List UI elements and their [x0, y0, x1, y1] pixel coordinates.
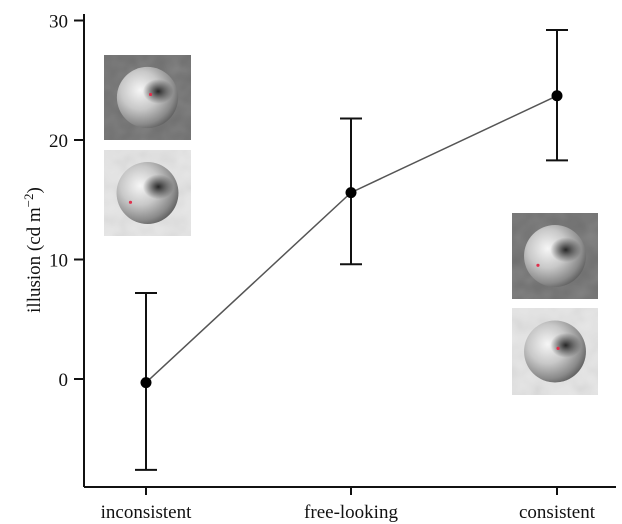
stimulus-insets [104, 55, 598, 395]
y-ticks: 0 10 20 30 [49, 12, 84, 391]
data-point [140, 377, 152, 389]
inset-shadow [142, 174, 174, 200]
y-tick-label: 0 [59, 370, 69, 391]
y-tick-label: 10 [49, 251, 68, 272]
inset-shadow [142, 79, 174, 104]
inset-consistent-dark-bg-icon [512, 213, 598, 299]
x-tick-label: free-looking [304, 502, 398, 523]
fixation-dot [128, 200, 133, 204]
y-tick-label: 20 [49, 131, 68, 152]
inset-inconsistent-dark-bg-icon [104, 55, 191, 140]
inset-inconsistent-light-bg-icon [104, 150, 191, 236]
y-tick-label: 30 [49, 12, 68, 33]
x-tick-label: inconsistent [101, 502, 192, 523]
fixation-dot [148, 92, 153, 97]
data-points [140, 90, 563, 389]
inset-shadow [550, 237, 582, 263]
fixation-dot [556, 346, 560, 351]
x-ticks: inconsistent free-looking consistent [101, 487, 596, 523]
fixation-dot [536, 263, 540, 267]
inset-shadow [550, 332, 582, 358]
data-point [345, 187, 357, 199]
data-point [551, 90, 563, 102]
inset-consistent-light-bg-icon [512, 308, 598, 395]
x-tick-label: consistent [519, 502, 596, 523]
error-bars [135, 29, 568, 471]
y-axis-title: illusion (cd m−2) [21, 187, 45, 313]
